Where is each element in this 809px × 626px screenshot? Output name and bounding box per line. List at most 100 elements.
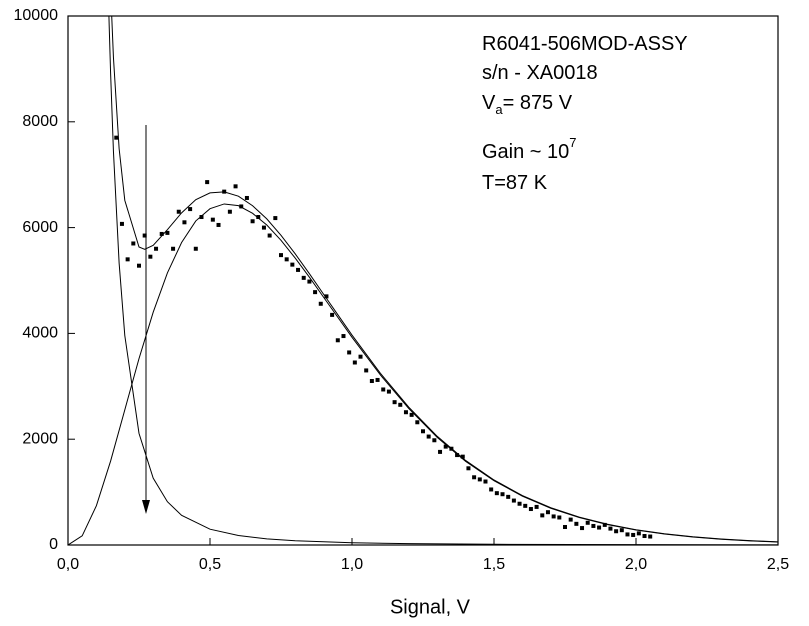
data-point xyxy=(279,253,283,258)
data-point xyxy=(313,290,318,295)
annotation-text: T=87 K xyxy=(482,172,548,194)
data-point xyxy=(273,216,278,221)
data-point xyxy=(261,225,266,230)
data-point xyxy=(608,526,613,531)
data-point xyxy=(267,233,272,238)
data-point xyxy=(500,492,505,497)
data-point xyxy=(324,294,329,299)
data-point xyxy=(233,184,238,189)
data-point xyxy=(358,354,363,359)
data-point xyxy=(188,207,193,212)
data-point xyxy=(193,246,198,251)
data-point xyxy=(534,504,539,509)
data-point xyxy=(239,204,244,209)
annotation-text: = 875 V xyxy=(503,92,573,114)
data-point xyxy=(205,180,210,185)
data-point xyxy=(523,503,528,508)
data-point xyxy=(602,522,607,527)
data-point xyxy=(125,257,130,262)
data-point xyxy=(540,513,545,518)
annotation: R6041-506MOD-ASSY xyxy=(482,33,688,55)
data-point xyxy=(409,412,414,417)
data-point xyxy=(159,231,164,236)
data-point xyxy=(528,507,533,512)
data-point xyxy=(296,267,301,272)
y-tick-label: 10000 xyxy=(14,7,59,24)
data-point xyxy=(438,449,443,454)
data-point xyxy=(483,479,488,484)
data-point xyxy=(369,379,374,384)
fit-curve xyxy=(68,203,778,545)
data-point xyxy=(648,534,653,539)
data-point xyxy=(301,275,306,280)
y-tick-label: 4000 xyxy=(22,325,58,342)
data-point xyxy=(381,387,386,392)
annotation-text: R6041-506MOD-ASSY xyxy=(482,33,688,55)
data-point xyxy=(171,246,176,251)
x-tick-label: 1,5 xyxy=(483,556,505,573)
annotation-superscript: 7 xyxy=(569,135,576,150)
x-tick-label: 0,5 xyxy=(199,556,221,573)
data-point xyxy=(210,217,215,222)
x-tick-label: 2,5 xyxy=(767,556,789,573)
data-point xyxy=(142,233,147,238)
data-point xyxy=(131,241,136,246)
data-point xyxy=(165,230,170,235)
x-tick-label: 2,0 xyxy=(625,556,647,573)
data-point xyxy=(472,475,477,480)
y-tick-label: 6000 xyxy=(22,219,58,236)
data-point xyxy=(154,246,159,251)
data-point xyxy=(227,209,232,214)
data-point xyxy=(625,532,630,537)
data-point xyxy=(511,498,516,503)
data-point xyxy=(398,402,403,407)
data-point xyxy=(466,466,471,471)
data-point xyxy=(307,279,312,284)
data-point xyxy=(114,135,119,140)
data-point xyxy=(568,517,573,522)
data-point xyxy=(137,263,141,268)
data-point xyxy=(347,350,352,355)
data-point xyxy=(460,454,465,459)
data-point xyxy=(392,400,397,405)
data-point xyxy=(335,338,340,343)
data-point xyxy=(642,534,647,539)
y-tick-label: 2000 xyxy=(22,430,58,447)
data-point xyxy=(557,515,562,520)
data-point xyxy=(614,529,619,534)
data-point xyxy=(284,257,289,262)
data-point xyxy=(176,209,181,214)
data-point xyxy=(199,215,204,220)
data-point xyxy=(443,444,448,449)
data-point xyxy=(489,487,494,492)
data-point xyxy=(250,219,255,224)
data-point xyxy=(256,215,261,220)
x-tick-label: 1,0 xyxy=(341,556,363,573)
data-point xyxy=(386,389,391,394)
annotation: s/n - XA0018 xyxy=(482,62,598,84)
data-point xyxy=(545,510,550,515)
annotation-text: V xyxy=(482,92,496,114)
annotation: T=87 K xyxy=(482,172,548,194)
data-point xyxy=(563,525,567,530)
data-point xyxy=(591,523,596,528)
data-point xyxy=(364,368,369,373)
data-point xyxy=(455,453,460,458)
data-point xyxy=(619,528,624,533)
data-point xyxy=(148,254,153,259)
data-point xyxy=(597,525,602,530)
data-point xyxy=(631,532,636,537)
data-point xyxy=(551,514,556,519)
data-point xyxy=(182,220,187,225)
data-point xyxy=(506,494,511,499)
fit-curve xyxy=(111,16,778,543)
data-point xyxy=(580,526,585,531)
data-point xyxy=(426,434,431,439)
data-point xyxy=(415,420,420,425)
y-tick-label: 0 xyxy=(49,536,58,553)
data-point xyxy=(341,334,346,339)
arrow-head xyxy=(142,500,150,514)
data-point xyxy=(477,477,482,482)
